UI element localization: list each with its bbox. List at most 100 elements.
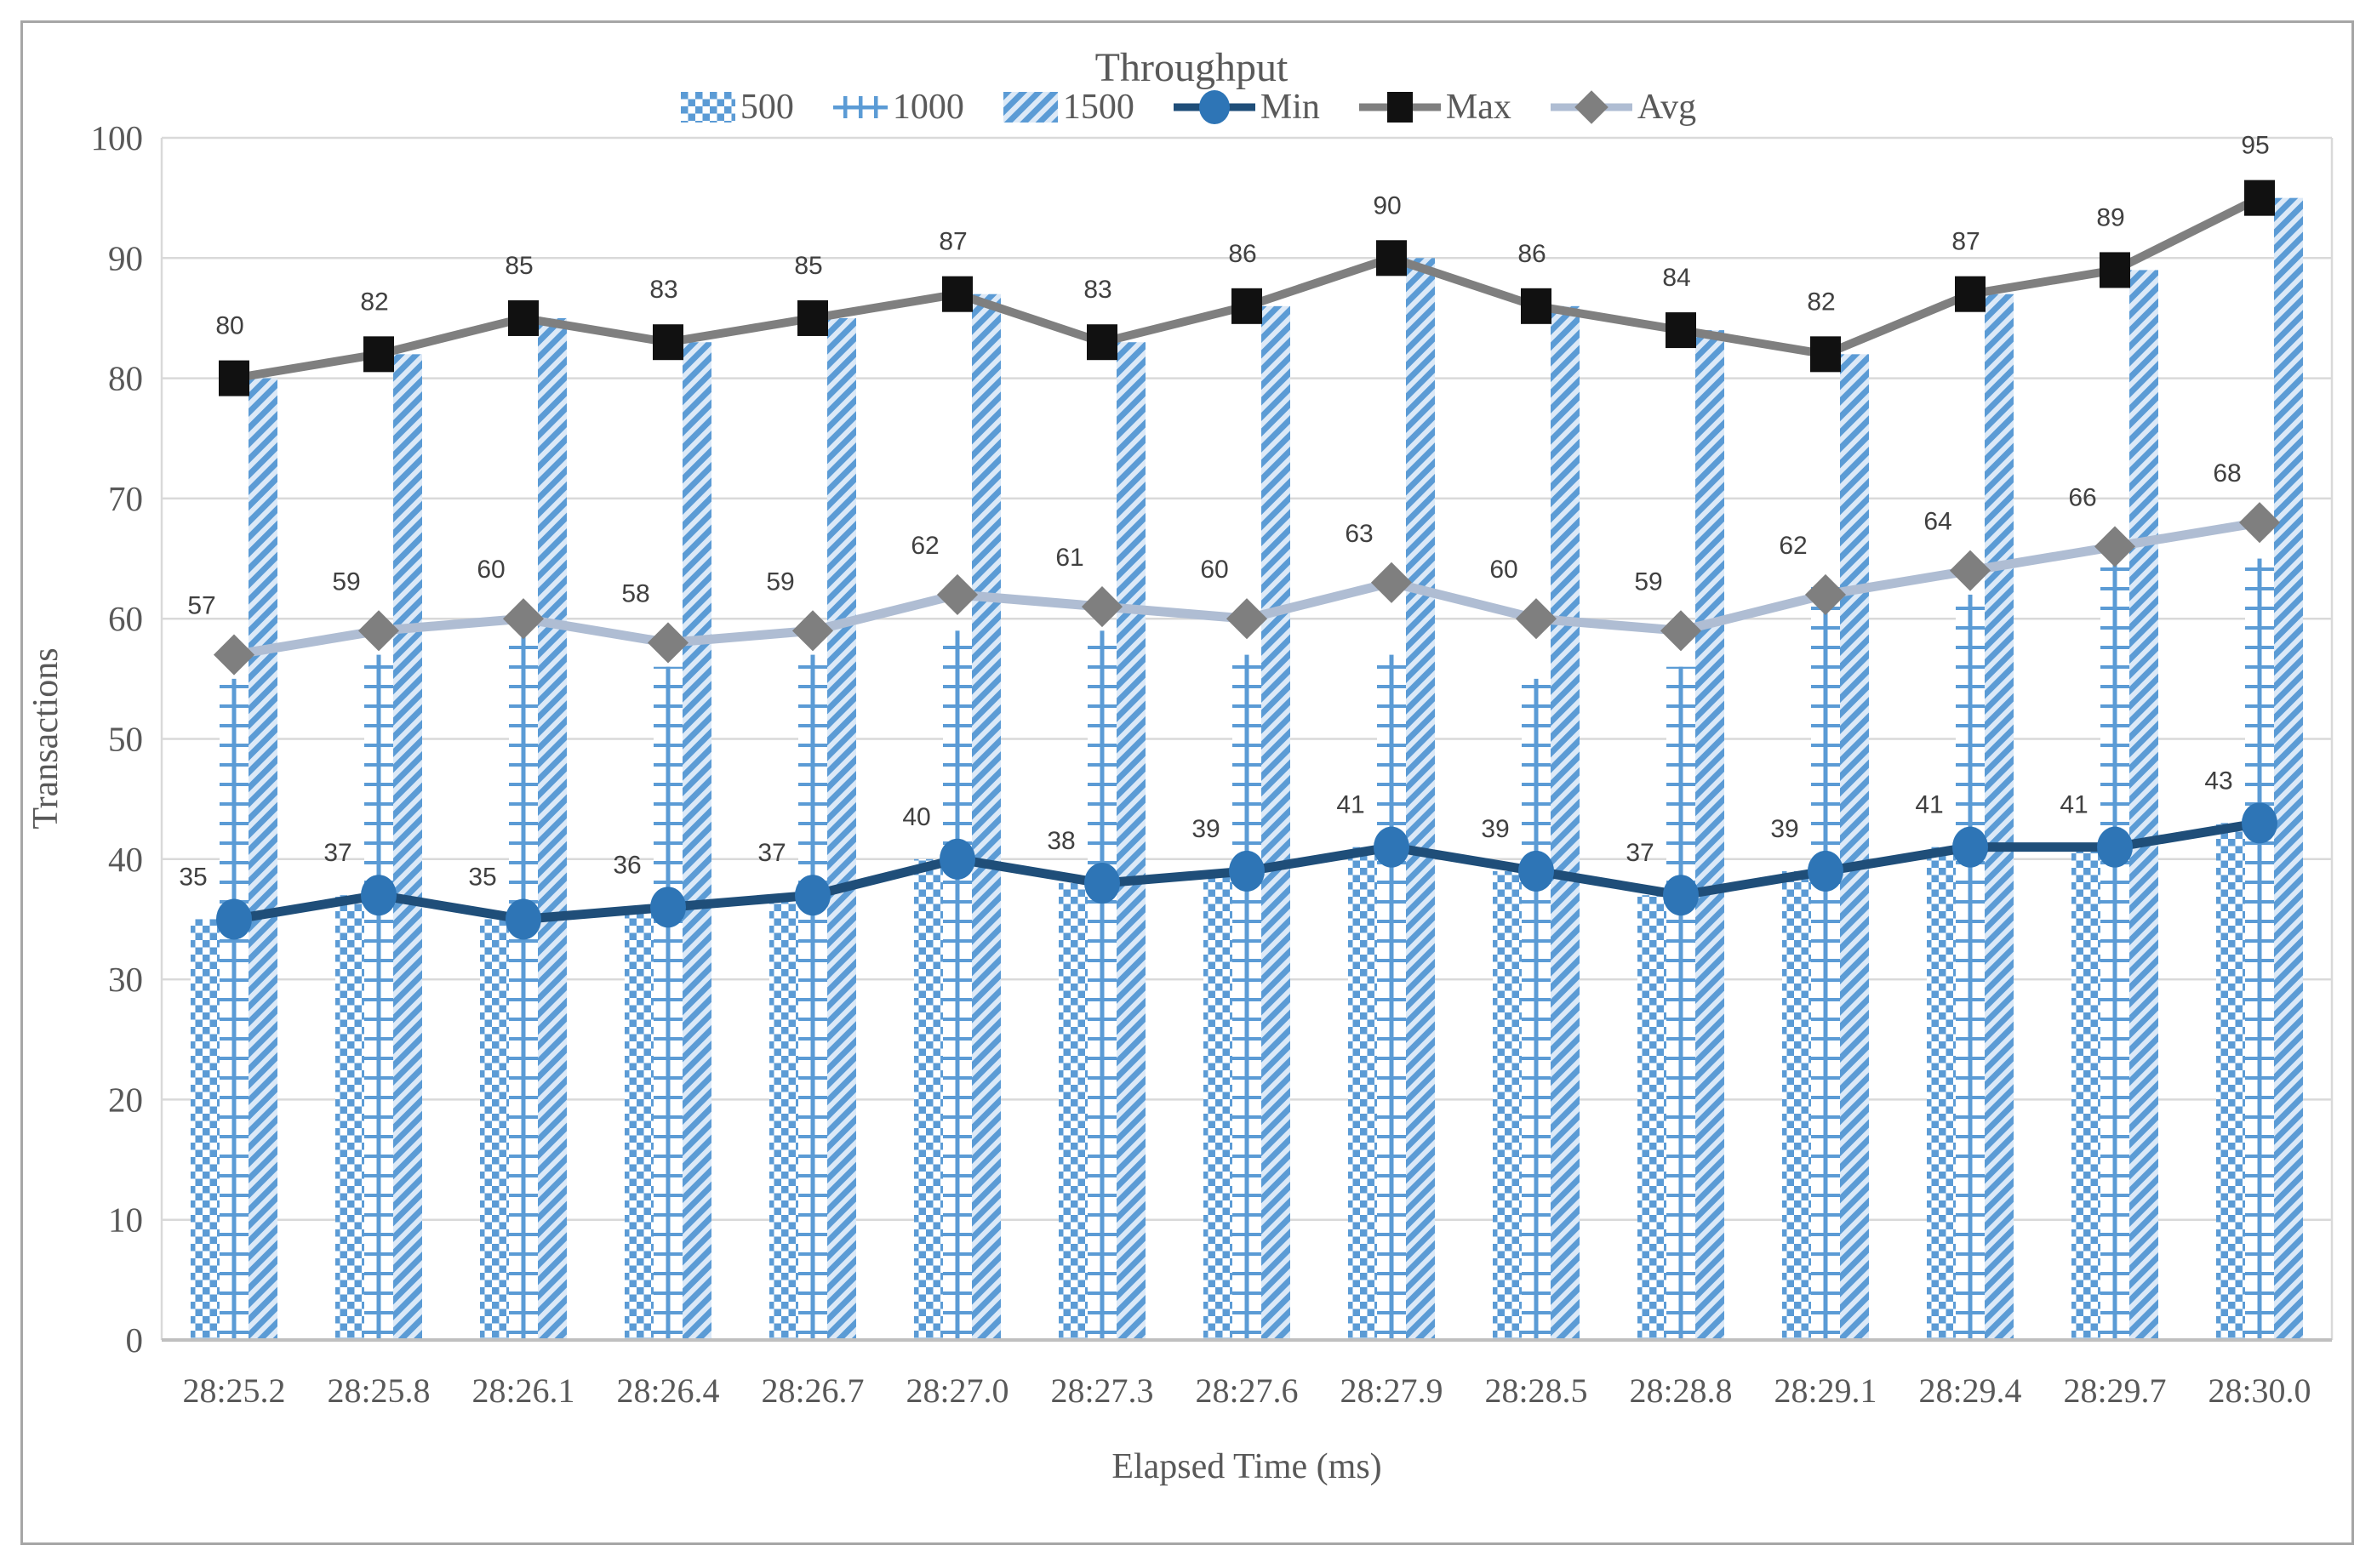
data-label-min: 37 <box>757 839 786 867</box>
chart-legend: 500 1000 1500 Min Max Avg <box>0 87 2377 128</box>
bar-ladder-rail <box>2257 558 2262 1340</box>
avg-marker <box>1660 610 1702 652</box>
bar-series-500 <box>191 823 2245 1340</box>
x-tick-label: 28:28.5 <box>1484 1371 1587 1410</box>
axis-tick-labels: 0 10 20 30 40 50 60 70 80 90 100 28:25.2 28:25.8 28:2… <box>91 118 2311 1410</box>
max-marker <box>942 276 973 312</box>
x-axis-title: Elapsed Time (ms) <box>1111 1447 1382 1486</box>
min-marker <box>650 887 686 928</box>
data-label-max: 86 <box>1517 240 1546 268</box>
bar <box>1637 895 1666 1340</box>
avg-marker <box>1804 573 1847 615</box>
avg-marker <box>357 610 400 652</box>
y-tick-label: 0 <box>126 1320 144 1360</box>
data-label-max: 80 <box>215 312 243 340</box>
bar-ladder-rail <box>1823 582 1828 1340</box>
avg-marker <box>1081 586 1123 628</box>
y-tick-label: 40 <box>108 840 143 879</box>
data-label-min: 39 <box>1191 815 1220 843</box>
data-label-avg: 58 <box>621 579 649 607</box>
data-label-avg: 60 <box>1200 556 1228 584</box>
y-tick-label: 70 <box>108 479 143 518</box>
bar <box>1493 870 1522 1340</box>
line-series-max: 80 82 85 83 85 87 83 86 90 86 84 82 87 89 95 <box>215 132 2275 396</box>
bar <box>249 378 277 1341</box>
y-tick-label: 10 <box>108 1200 143 1240</box>
y-tick-label: 90 <box>108 238 143 277</box>
avg-marker <box>1515 598 1557 640</box>
y-tick-label: 60 <box>108 599 143 638</box>
legend-swatch-line-diamond <box>1550 90 1632 124</box>
bar <box>1348 847 1377 1340</box>
min-marker <box>2242 802 2277 844</box>
bar <box>538 317 567 1341</box>
legend-swatch-line-square <box>1358 92 1441 123</box>
data-label-avg: 64 <box>1923 508 1951 536</box>
bar <box>2274 197 2303 1340</box>
x-tick-label: 28:27.6 <box>1195 1371 1298 1410</box>
data-label-max: 84 <box>1662 264 1690 292</box>
bar <box>1985 294 2014 1341</box>
line-series-min: 35 37 35 36 37 40 38 39 41 39 37 39 41 41 43 <box>179 767 2277 940</box>
bar <box>1551 305 1580 1340</box>
bar-ladder-rail <box>1389 654 1394 1340</box>
data-label-avg: 62 <box>1779 532 1807 560</box>
bar <box>683 342 711 1341</box>
min-marker <box>1374 826 1409 868</box>
data-label-max: 85 <box>794 252 822 280</box>
data-label-avg: 66 <box>2068 483 2096 511</box>
avg-marker <box>936 573 979 615</box>
bar-ladder-rail <box>521 630 526 1340</box>
legend-swatch-pattern-checker <box>680 92 735 123</box>
min-marker <box>2097 826 2133 868</box>
bar <box>1261 305 1290 1340</box>
max-marker <box>797 299 828 336</box>
x-tick-label: 28:29.1 <box>1774 1371 1877 1410</box>
x-tick-label: 28:26.4 <box>616 1371 719 1410</box>
max-marker <box>1666 312 1696 349</box>
data-label-max: 85 <box>505 252 533 280</box>
data-label-min: 38 <box>1047 827 1075 855</box>
bar <box>2216 823 2245 1340</box>
y-tick-label: 20 <box>108 1080 143 1119</box>
bar <box>393 354 422 1341</box>
chart-title: Throughput <box>1094 45 1288 90</box>
avg-marker <box>1226 598 1268 640</box>
bar-ladder-rail <box>1100 630 1105 1340</box>
bar <box>1203 870 1232 1340</box>
data-label-min: 36 <box>613 851 641 879</box>
y-tick-label: 80 <box>108 359 143 398</box>
legend-item-1000: 1000 <box>832 87 964 128</box>
legend-item-500: 500 <box>680 87 794 128</box>
data-label-avg: 62 <box>911 532 939 560</box>
data-label-avg: 61 <box>1055 544 1083 572</box>
data-label-max: 87 <box>1951 228 1980 256</box>
bar <box>769 895 798 1340</box>
data-label-max: 89 <box>2096 203 2124 231</box>
bar <box>1406 258 1435 1340</box>
max-marker <box>1231 288 1262 324</box>
data-label-avg: 59 <box>1634 567 1662 596</box>
min-marker <box>361 875 397 916</box>
min-marker <box>216 898 252 940</box>
bar <box>827 317 856 1341</box>
data-label-max: 86 <box>1228 240 1256 268</box>
legend-label: Max <box>1445 88 1511 127</box>
legend-item-min: Min <box>1173 87 1320 128</box>
x-tick-label: 28:25.8 <box>327 1371 430 1410</box>
chart-border-frame <box>20 20 2354 1545</box>
data-label-max: 83 <box>649 276 677 304</box>
bar-ladder-rail <box>810 654 815 1340</box>
data-label-avg: 59 <box>332 567 360 596</box>
data-label-avg: 57 <box>187 592 215 620</box>
max-marker <box>1521 288 1551 324</box>
max-marker <box>1376 240 1407 277</box>
data-label-max: 95 <box>2241 132 2269 160</box>
bar-ladder-rail <box>1678 666 1683 1340</box>
min-marker <box>795 875 831 916</box>
bar <box>2071 847 2100 1340</box>
bar <box>191 919 220 1340</box>
x-tick-label: 28:30.0 <box>2208 1371 2311 1410</box>
